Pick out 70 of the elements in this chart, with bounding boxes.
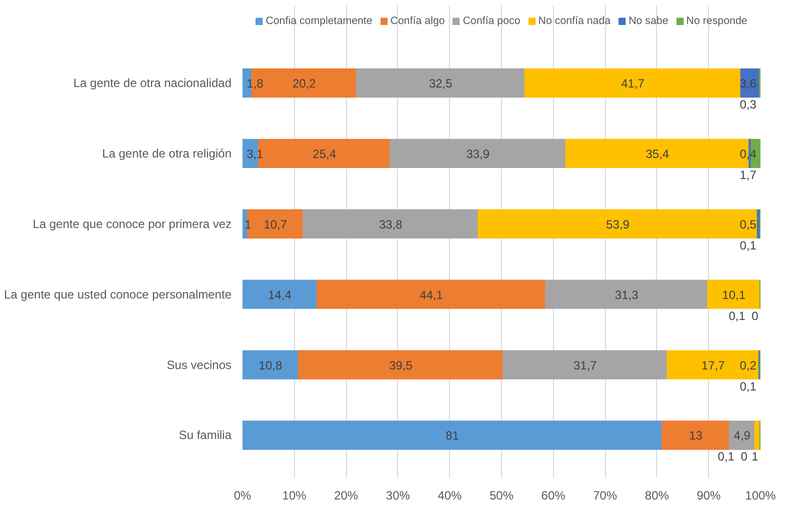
x-tick-label: 60%: [541, 488, 566, 502]
x-tick-label: 0%: [234, 488, 252, 502]
data-label: 0,1: [728, 308, 746, 323]
x-tick-label: 20%: [334, 488, 358, 502]
data-label: 1: [752, 450, 759, 464]
legend-label: No responde: [686, 15, 748, 27]
bar: [298, 350, 504, 380]
x-tick-label: 50%: [489, 488, 514, 502]
bar: [478, 209, 758, 238]
data-label: 13: [689, 428, 703, 443]
data-label: 0: [740, 450, 748, 464]
x-tick-label: 40%: [438, 488, 462, 502]
y-tick-label: La gente que conoce por primera vez: [32, 216, 232, 231]
data-label: 44,1: [420, 288, 444, 302]
y-tick-label: Sus vecinos: [166, 358, 232, 372]
data-label: 33,8: [378, 217, 403, 232]
x-tick-label: 80%: [644, 488, 670, 502]
data-label: 31,7: [573, 358, 598, 372]
bar: [302, 209, 479, 238]
data-label: 17,7: [701, 358, 726, 372]
data-label: 0,2: [740, 358, 757, 372]
bar: [662, 420, 730, 450]
data-label: 39,5: [389, 358, 413, 372]
data-label: 25,4: [312, 146, 336, 161]
data-label: 0,5: [740, 217, 757, 232]
bar: [247, 209, 304, 238]
legend-label: No confía nada: [538, 15, 611, 27]
data-label: 33,9: [466, 146, 490, 161]
y-tick-label: La gente de otra religión: [102, 146, 232, 160]
data-label: 32,5: [428, 76, 453, 90]
bar: [390, 138, 566, 168]
legend-label: Confía poco: [462, 15, 520, 27]
data-label: 10,8: [258, 358, 282, 372]
x-tick-label: 100%: [745, 488, 776, 502]
data-label: 0,1: [740, 238, 757, 252]
data-label: 0,3: [740, 97, 757, 112]
data-label: 0,1: [718, 450, 735, 464]
bar: [502, 350, 668, 380]
bar: [524, 68, 742, 98]
data-label: 35,4: [646, 146, 670, 161]
bar: [707, 280, 760, 309]
legend-label: Confia completamente: [266, 15, 372, 27]
data-label: 0,1: [740, 379, 757, 394]
legend-label: Confía algo: [390, 15, 445, 27]
data-label: 31,3: [614, 288, 639, 302]
data-label: 1,7: [740, 168, 757, 182]
bar: [316, 280, 546, 309]
bar: [545, 280, 708, 309]
x-tick-label: 90%: [696, 488, 722, 502]
x-tick-label: 10%: [282, 488, 307, 502]
data-label: 20,2: [292, 76, 316, 90]
bar: [242, 350, 299, 380]
data-label: 4,9: [734, 428, 751, 443]
data-label: 10,7: [264, 217, 288, 232]
data-label: 10,1: [722, 288, 746, 302]
data-label: 14,4: [268, 288, 292, 302]
bar: [666, 350, 760, 380]
data-label: 0: [752, 308, 759, 323]
bar: [356, 68, 526, 98]
y-tick-label: La gente de otra nacionalidad: [73, 76, 232, 90]
bar: [242, 280, 318, 309]
data-label: 81: [446, 428, 460, 443]
data-label: 41,7: [621, 76, 645, 90]
y-tick-label: La gente que usted conoce personalmente: [4, 287, 232, 302]
legend-label: No sabe: [628, 15, 668, 27]
x-tick-label: 30%: [386, 488, 410, 502]
bar: [242, 420, 663, 450]
y-tick-label: Su familia: [178, 428, 232, 442]
x-tick-label: 70%: [593, 488, 618, 502]
data-label: 53,9: [606, 217, 630, 232]
